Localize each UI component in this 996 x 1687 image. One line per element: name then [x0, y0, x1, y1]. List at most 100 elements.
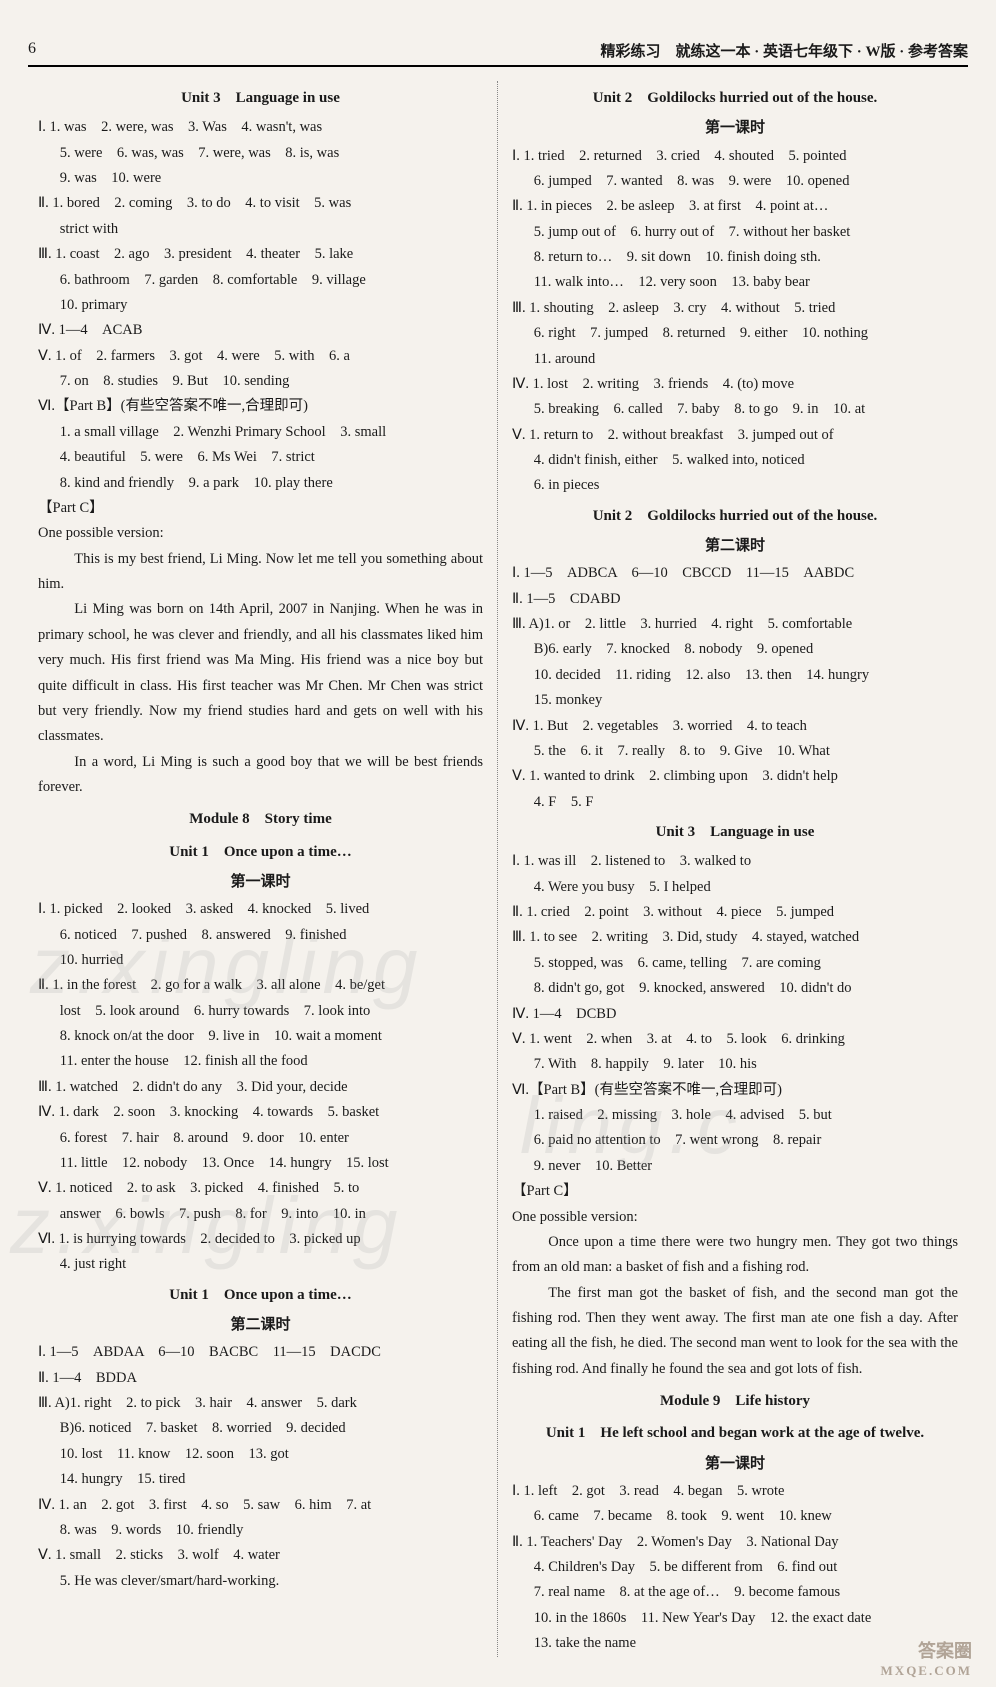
unit-title: Unit 1 Once upon a time… [38, 1282, 483, 1308]
answer-line: Ⅰ. 1—5 ABDAA 6—10 BACBC 11—15 DACDC [38, 1340, 483, 1365]
answer-line: 11. around [512, 347, 958, 372]
answer-line: 4. Children's Day 5. be different from 6… [512, 1555, 958, 1580]
unit-title: Unit 1 Once upon a time… [38, 839, 483, 865]
unit-title: Unit 3 Language in use [512, 819, 958, 845]
answer-line: Ⅴ. 1. noticed 2. to ask 3. picked 4. fin… [38, 1176, 483, 1201]
left-column: Unit 3 Language in use Ⅰ. 1. was 2. were… [28, 81, 498, 1657]
answer-line: 8. didn't go, got 9. knocked, answered 1… [512, 976, 958, 1001]
answer-line: B)6. early 7. knocked 8. nobody 9. opene… [512, 637, 958, 662]
answer-line: Ⅲ. 1. shouting 2. asleep 3. cry 4. witho… [512, 296, 958, 321]
answer-line: 7. real name 8. at the age of… 9. become… [512, 1580, 958, 1605]
answer-line: Ⅲ. A)1. or 2. little 3. hurried 4. right… [512, 612, 958, 637]
answer-line: Ⅴ. 1. wanted to drink 2. climbing upon 3… [512, 764, 958, 789]
answer-line: 10. decided 11. riding 12. also 13. then… [512, 663, 958, 688]
module-title: Module 9 Life history [512, 1388, 958, 1414]
answer-line: 6. forest 7. hair 8. around 9. door 10. … [38, 1126, 483, 1151]
answer-line: Ⅵ.【Part B】(有些空答案不唯一,合理即可) [38, 394, 483, 419]
answer-line: Ⅰ. 1. was 2. were, was 3. Was 4. wasn't,… [38, 115, 483, 140]
paragraph: Li Ming was born on 14th April, 2007 in … [38, 597, 483, 749]
content-columns: Unit 3 Language in use Ⅰ. 1. was 2. were… [28, 81, 968, 1657]
answer-line: 5. breaking 6. called 7. baby 8. to go 9… [512, 397, 958, 422]
paragraph: This is my best friend, Li Ming. Now let… [38, 547, 483, 598]
answer-line: Ⅲ. 1. to see 2. writing 3. Did, study 4.… [512, 925, 958, 950]
answer-line: Ⅰ. 1. tried 2. returned 3. cried 4. shou… [512, 144, 958, 169]
answer-line: Ⅳ. 1. an 2. got 3. first 4. so 5. saw 6.… [38, 1493, 483, 1518]
answer-line: 5. were 6. was, was 7. were, was 8. is, … [38, 141, 483, 166]
answer-line: Ⅲ. A)1. right 2. to pick 3. hair 4. answ… [38, 1391, 483, 1416]
answer-line: Ⅱ. 1. Teachers' Day 2. Women's Day 3. Na… [512, 1530, 958, 1555]
answer-line: 11. enter the house 12. finish all the f… [38, 1049, 483, 1074]
part-c-heading: 【Part C】 [38, 496, 483, 521]
answer-line: 6. noticed 7. pushed 8. answered 9. fini… [38, 923, 483, 948]
answer-line: strict with [38, 217, 483, 242]
answer-line: Ⅰ. 1. was ill 2. listened to 3. walked t… [512, 849, 958, 874]
unit-title: Unit 1 He left school and began work at … [512, 1420, 958, 1446]
answer-line: Ⅱ. 1. in pieces 2. be asleep 3. at first… [512, 194, 958, 219]
part-c-intro: One possible version: [38, 521, 483, 546]
paragraph: In a word, Li Ming is such a good boy th… [38, 750, 483, 801]
answer-line: 5. He was clever/smart/hard-working. [38, 1569, 483, 1594]
answer-line: B)6. noticed 7. basket 8. worried 9. dec… [38, 1416, 483, 1441]
paragraph: The first man got the basket of fish, an… [512, 1281, 958, 1383]
answer-line: 9. never 10. Better [512, 1154, 958, 1179]
answer-line: 8. kind and friendly 9. a park 10. play … [38, 471, 483, 496]
answer-line: Ⅱ. 1—5 CDABD [512, 587, 958, 612]
answer-line: 11. walk into… 12. very soon 13. baby be… [512, 270, 958, 295]
answer-line: 5. the 6. it 7. really 8. to 9. Give 10.… [512, 739, 958, 764]
answer-line: 10. hurried [38, 948, 483, 973]
answer-line: 7. on 8. studies 9. But 10. sending [38, 369, 483, 394]
answer-line: 6. jumped 7. wanted 8. was 9. were 10. o… [512, 169, 958, 194]
paragraph: Once upon a time there were two hungry m… [512, 1230, 958, 1281]
answer-line: Ⅳ. 1—4 DCBD [512, 1002, 958, 1027]
answer-line: Ⅱ. 1. in the forest 2. go for a walk 3. … [38, 973, 483, 998]
answer-line: 10. in the 1860s 11. New Year's Day 12. … [512, 1606, 958, 1631]
answer-line: Ⅳ. 1. dark 2. soon 3. knocking 4. toward… [38, 1100, 483, 1125]
page-header: 6 精彩练习 就练这一本 · 英语七年级下 · W版 · 参考答案 [28, 40, 968, 67]
unit-title: Unit 2 Goldilocks hurried out of the hou… [512, 85, 958, 111]
answer-line: Ⅳ. 1. But 2. vegetables 3. worried 4. to… [512, 714, 958, 739]
answer-line: 6. right 7. jumped 8. returned 9. either… [512, 321, 958, 346]
answer-line: 6. bathroom 7. garden 8. comfortable 9. … [38, 268, 483, 293]
answer-line: 9. was 10. were [38, 166, 483, 191]
answer-line: 8. was 9. words 10. friendly [38, 1518, 483, 1543]
answer-line: 4. F 5. F [512, 790, 958, 815]
answer-line: 6. in pieces [512, 473, 958, 498]
part-c-heading: 【Part C】 [512, 1179, 958, 1204]
answer-line: 7. With 8. happily 9. later 10. his [512, 1052, 958, 1077]
answer-line: Ⅴ. 1. return to 2. without breakfast 3. … [512, 423, 958, 448]
answer-line: Ⅴ. 1. small 2. sticks 3. wolf 4. water [38, 1543, 483, 1568]
answer-line: 6. paid no attention to 7. went wrong 8.… [512, 1128, 958, 1153]
lesson-title: 第一课时 [512, 115, 958, 141]
module-title: Module 8 Story time [38, 806, 483, 832]
unit-title: Unit 3 Language in use [38, 85, 483, 111]
answer-line: Ⅱ. 1—4 BDDA [38, 1366, 483, 1391]
footer-brand: 答案圈 MXQE.COM [881, 1641, 972, 1678]
answer-line: 5. jump out of 6. hurry out of 7. withou… [512, 220, 958, 245]
answer-line: 1. raised 2. missing 3. hole 4. advised … [512, 1103, 958, 1128]
answer-line: 10. primary [38, 293, 483, 318]
lesson-title: 第一课时 [38, 869, 483, 895]
brand-text: 答案圈 [918, 1641, 972, 1661]
answer-line: Ⅱ. 1. bored 2. coming 3. to do 4. to vis… [38, 191, 483, 216]
page-number: 6 [28, 40, 36, 61]
answer-line: Ⅴ. 1. went 2. when 3. at 4. to 5. look 6… [512, 1027, 958, 1052]
unit-title: Unit 2 Goldilocks hurried out of the hou… [512, 503, 958, 529]
answer-line: 8. return to… 9. sit down 10. finish doi… [512, 245, 958, 270]
lesson-title: 第二课时 [512, 533, 958, 559]
answer-line: 5. stopped, was 6. came, telling 7. are … [512, 951, 958, 976]
lesson-title: 第二课时 [38, 1312, 483, 1338]
answer-line: Ⅵ.【Part B】(有些空答案不唯一,合理即可) [512, 1078, 958, 1103]
answer-line: Ⅰ. 1. left 2. got 3. read 4. began 5. wr… [512, 1479, 958, 1504]
answer-line: 11. little 12. nobody 13. Once 14. hungr… [38, 1151, 483, 1176]
answer-line: 14. hungry 15. tired [38, 1467, 483, 1492]
answer-line: lost 5. look around 6. hurry towards 7. … [38, 999, 483, 1024]
answer-line: Ⅰ. 1. picked 2. looked 3. asked 4. knock… [38, 897, 483, 922]
answer-line: Ⅳ. 1. lost 2. writing 3. friends 4. (to)… [512, 372, 958, 397]
answer-line: Ⅵ. 1. is hurrying towards 2. decided to … [38, 1227, 483, 1252]
answer-line: 4. Were you busy 5. I helped [512, 875, 958, 900]
answer-line: 8. knock on/at the door 9. live in 10. w… [38, 1024, 483, 1049]
answer-line: Ⅳ. 1—4 ACAB [38, 318, 483, 343]
answer-line: Ⅱ. 1. cried 2. point 3. without 4. piece… [512, 900, 958, 925]
answer-line: 10. lost 11. know 12. soon 13. got [38, 1442, 483, 1467]
brand-url: MXQE.COM [881, 1663, 972, 1679]
